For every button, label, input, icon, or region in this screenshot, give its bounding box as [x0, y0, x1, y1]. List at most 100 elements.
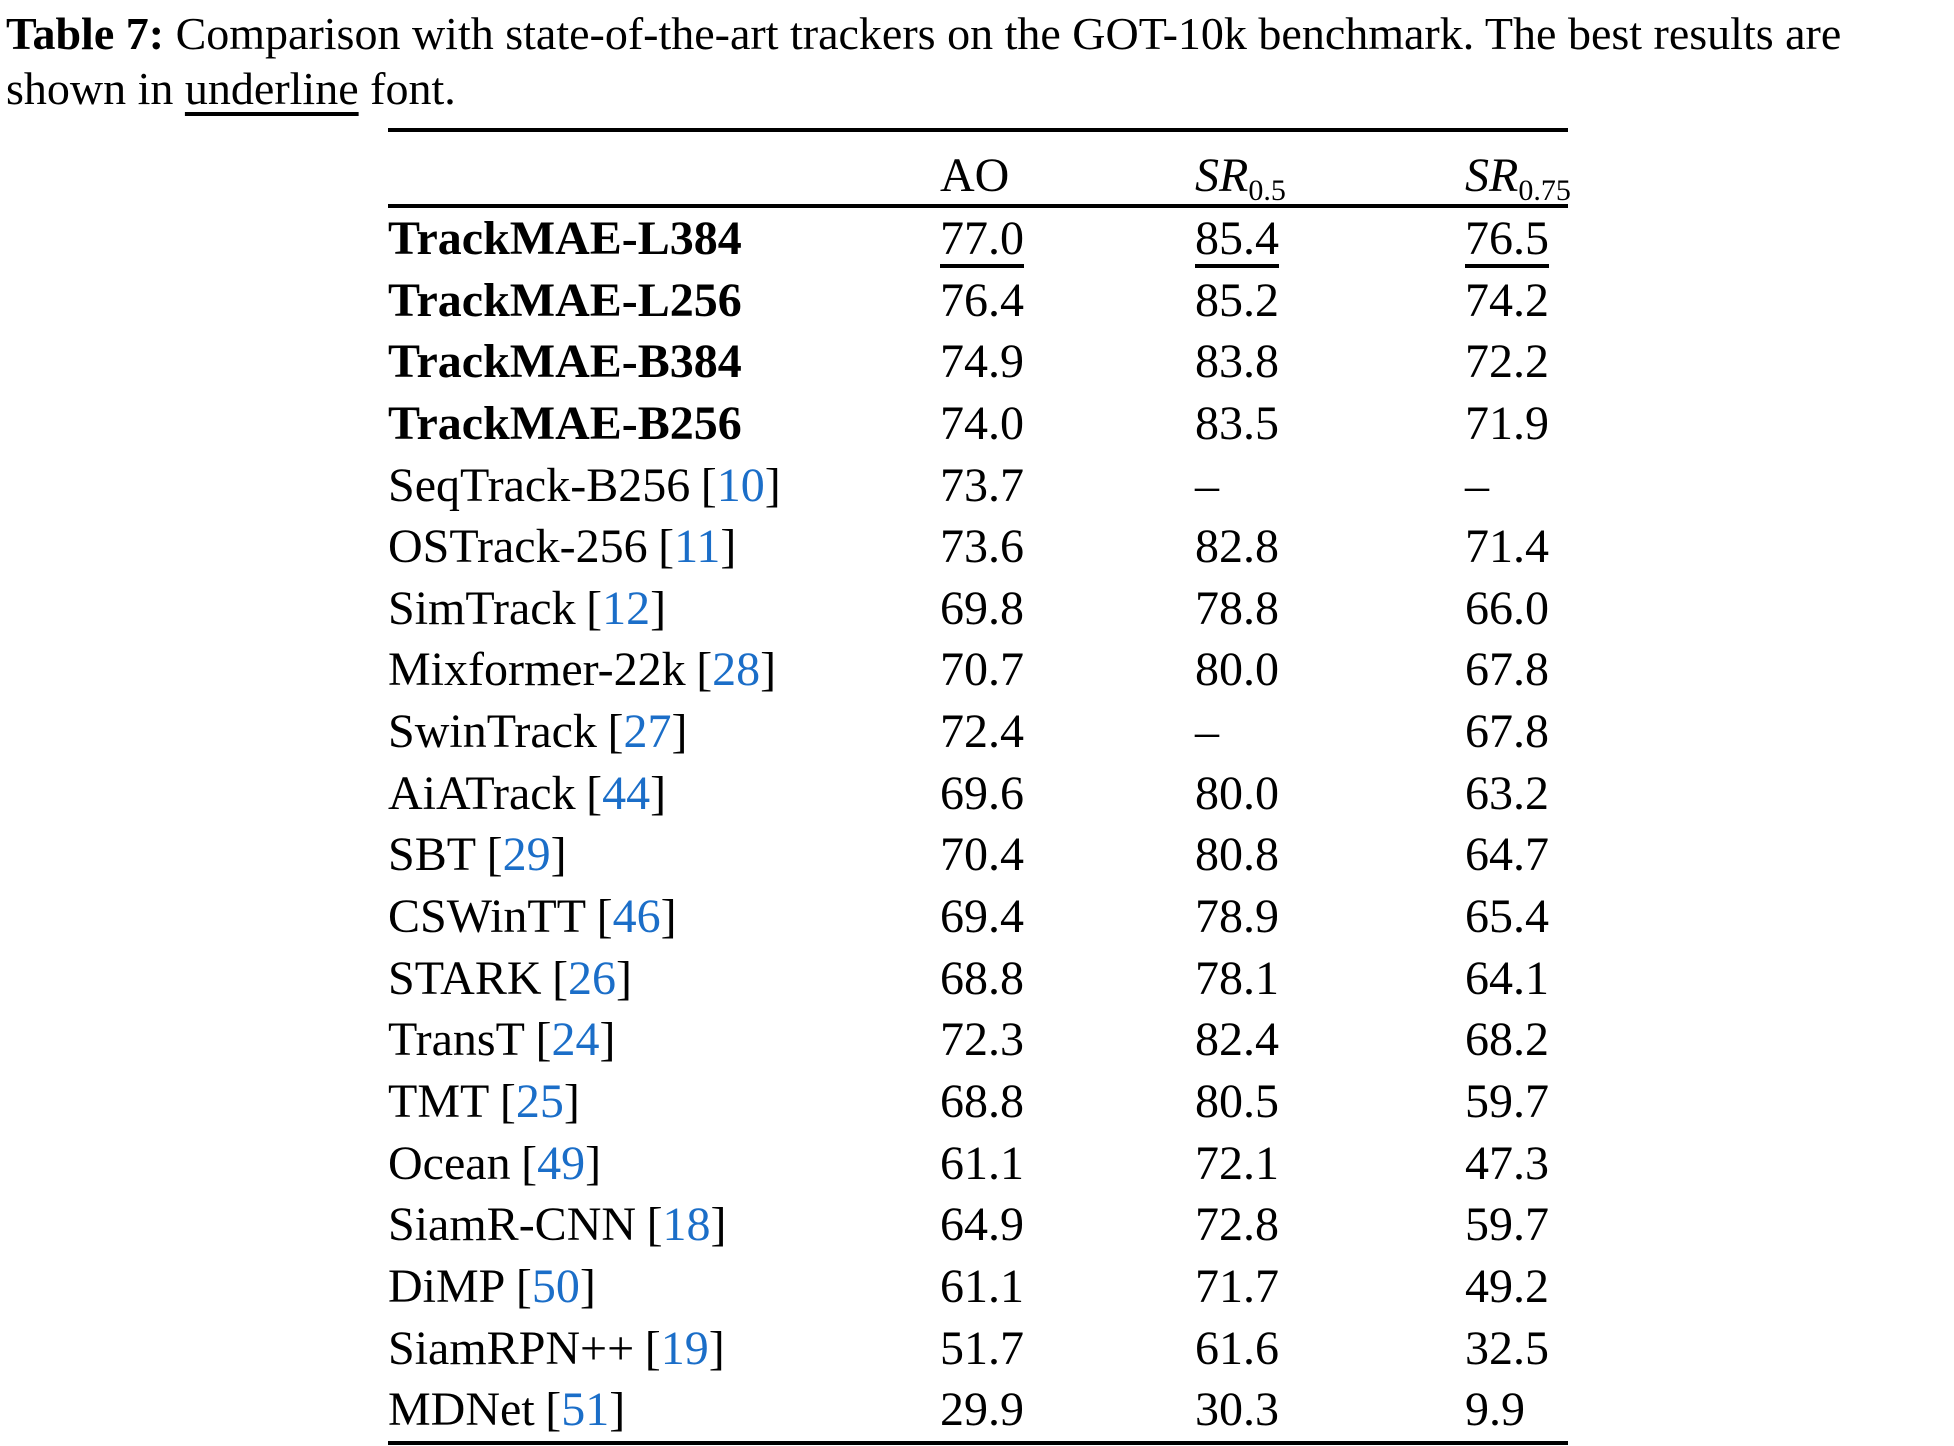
citation-bracket-open: [ [596, 890, 613, 944]
column-header: SR0.75 [1465, 152, 1571, 206]
sr05-value: 72.8 [1195, 1198, 1279, 1252]
citation-number: 50 [531, 1259, 580, 1313]
sr075-value-cell: 67.8 [1465, 639, 1568, 701]
citation-bracket-close: ] [650, 766, 667, 820]
tracker-name-cell: TMT [25] [388, 1071, 940, 1133]
sr075-value: 67.8 [1465, 705, 1549, 759]
citation-bracket-open: [ [552, 951, 569, 1005]
sr075-value-cell: 47.3 [1465, 1133, 1568, 1195]
citation-link[interactable]: [24] [535, 1013, 615, 1066]
sr05-value-cell: 83.8 [1195, 331, 1465, 393]
sr075-value-cell: 65.4 [1465, 886, 1568, 948]
sr05-value-cell: 78.8 [1195, 578, 1465, 640]
sr075-value: 47.3 [1465, 1136, 1549, 1190]
citation-number: 10 [716, 458, 765, 512]
table-row: OSTrack-256 [11] 73.6 82.8 71.4 [388, 516, 1568, 578]
tracker-name-cell: CSWinTT [46] [388, 886, 940, 948]
citation-bracket-open: [ [700, 458, 717, 512]
ao-value-cell: 72.3 [940, 1009, 1195, 1071]
ao-value: 70.4 [940, 828, 1024, 882]
citation-bracket-close: ] [671, 705, 688, 759]
citation-link[interactable]: [26] [552, 952, 632, 1005]
ao-value-cell: 68.8 [940, 948, 1195, 1010]
ao-value: 73.7 [940, 458, 1024, 512]
ao-value: 68.8 [940, 951, 1024, 1005]
tracker-name: STARK [388, 951, 542, 1005]
citation-link[interactable]: [46] [597, 890, 677, 943]
tracker-name-cell: TrackMAE-L256 [388, 270, 940, 332]
ao-value-cell: 77.0 [940, 208, 1195, 270]
citation-link[interactable]: [51] [545, 1383, 625, 1436]
citation-bracket-close: ] [563, 1074, 580, 1128]
citation-link[interactable]: [18] [647, 1198, 727, 1251]
table-body: TrackMAE-L384 77.0 85.4 76.5 TrackMAE-L2… [388, 208, 1568, 1441]
citation-link[interactable]: [50] [516, 1260, 596, 1313]
table-row: SBT [29] 70.4 80.8 64.7 [388, 824, 1568, 886]
citation-link[interactable]: [28] [696, 643, 776, 696]
citation-link[interactable]: [44] [586, 767, 666, 820]
tracker-name: Mixformer-22k [388, 643, 686, 697]
citation-number: 26 [568, 951, 617, 1005]
table-row: Ocean [49] 61.1 72.1 47.3 [388, 1133, 1568, 1195]
citation-link[interactable]: [11] [658, 520, 736, 573]
tracker-name: TransT [388, 1013, 525, 1067]
table-caption: Table 7: Comparison with state-of-the-ar… [6, 6, 1952, 116]
sr075-value-cell: 74.2 [1465, 270, 1568, 332]
sr075-value-cell: 64.1 [1465, 948, 1568, 1010]
sr05-value-cell: – [1195, 701, 1465, 763]
citation-number: 11 [674, 520, 721, 574]
citation-number: 25 [515, 1074, 564, 1128]
citation-bracket-close: ] [708, 1321, 725, 1375]
tracker-name-cell: STARK [26] [388, 948, 940, 1010]
citation-link[interactable]: [10] [701, 459, 781, 512]
citation-link[interactable]: [27] [607, 705, 687, 758]
sr075-value: 64.7 [1465, 828, 1549, 882]
sr05-value: 85.4 [1195, 212, 1279, 265]
ao-value: 69.6 [940, 766, 1024, 820]
caption-line2-pre: shown in [6, 63, 185, 114]
tracker-name: SiamRPN++ [388, 1321, 635, 1375]
citation-bracket-close: ] [650, 581, 667, 635]
sr05-value-cell: 61.6 [1195, 1318, 1465, 1380]
sr05-value-cell: 80.8 [1195, 824, 1465, 886]
citation-bracket-open: [ [535, 1013, 552, 1067]
citation-link[interactable]: [19] [645, 1322, 725, 1375]
tracker-name: TrackMAE-B256 [388, 396, 742, 450]
sr05-value-cell: 72.8 [1195, 1194, 1465, 1256]
citation-link[interactable]: [12] [586, 582, 666, 635]
ao-value: 64.9 [940, 1198, 1024, 1252]
citation-number: 19 [660, 1321, 709, 1375]
sr05-value-cell: 78.9 [1195, 886, 1465, 948]
citation-link[interactable]: [29] [487, 828, 567, 881]
sr05-value: 80.0 [1195, 643, 1279, 697]
citation-number: 18 [662, 1198, 711, 1252]
ao-value: 70.7 [940, 643, 1024, 697]
sr075-value: 76.5 [1465, 212, 1549, 265]
ao-value-cell: 64.9 [940, 1194, 1195, 1256]
sr075-value-cell: 76.5 [1465, 208, 1568, 270]
tracker-name: Ocean [388, 1136, 511, 1190]
ao-value-cell: 29.9 [940, 1379, 1195, 1441]
citation-number: 51 [561, 1383, 610, 1437]
citation-link[interactable]: [49] [521, 1137, 601, 1190]
sr05-value-cell: 71.7 [1195, 1256, 1465, 1318]
table-row: AiATrack [44] 69.6 80.0 63.2 [388, 763, 1568, 825]
tracker-name-cell: Ocean [49] [388, 1133, 940, 1195]
sr075-value: 67.8 [1465, 643, 1549, 697]
citation-link[interactable]: [25] [500, 1075, 580, 1128]
tracker-name: DiMP [388, 1259, 506, 1313]
tracker-name: TrackMAE-B384 [388, 335, 742, 389]
tracker-name-cell: AiATrack [44] [388, 763, 940, 825]
citation-bracket-open: [ [658, 520, 675, 574]
sr075-value-cell: – [1465, 455, 1568, 517]
tracker-name-cell: SimTrack [12] [388, 578, 940, 640]
sr075-value-cell: 68.2 [1465, 1009, 1568, 1071]
citation-bracket-open: [ [607, 705, 624, 759]
tracker-name: SBT [388, 828, 477, 882]
caption-line2-post: font. [358, 63, 456, 114]
sr05-value-cell: 83.5 [1195, 393, 1465, 455]
tracker-name-cell: SiamR-CNN [18] [388, 1194, 940, 1256]
citation-bracket-open: [ [586, 581, 603, 635]
citation-bracket-close: ] [710, 1198, 727, 1252]
citation-bracket-close: ] [764, 458, 781, 512]
